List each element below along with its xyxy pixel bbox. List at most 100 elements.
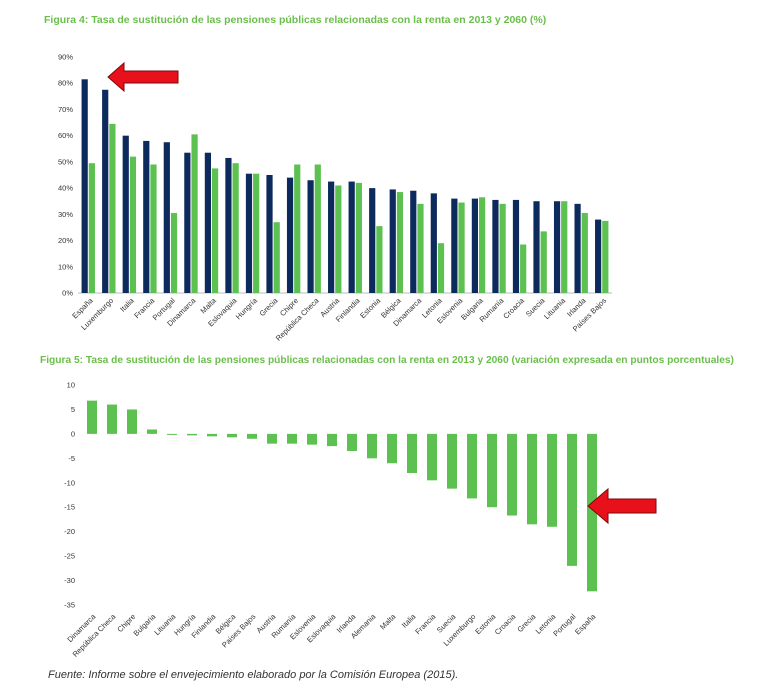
y-tick-label: 5 [71,405,75,414]
bar-2013-belgica [389,189,396,293]
bar-2060-dinamarca [417,203,424,293]
source-note: Fuente: Informe sobre el envejecimiento … [48,669,459,681]
bar-change-suecia [447,433,457,489]
y-tick-label: 20% [58,236,73,245]
x-tick-label: Bulgaria [132,611,158,637]
bar-2013-letonia [430,193,437,293]
bar-2060-portugal [170,213,178,293]
figure-5-title: Figura 5: Tasa de sustitución de las pen… [40,355,734,366]
figure-4-title: Figura 4: Tasa de sustitución de las pen… [44,14,547,26]
x-tick-label: Portugal [551,612,577,638]
bar-change-rumania [287,433,297,444]
y-tick-label: -20 [64,527,75,536]
bar-2060-estonia [376,226,383,293]
bar-2060-eslovaquia [232,163,239,293]
bar-2013-grecia [266,175,273,293]
y-tick-label: 10% [58,262,73,271]
bar-2013-eslovaquia [225,157,232,293]
bar-2013-eslovenia [451,198,458,293]
y-tick-label: 10 [67,381,75,390]
bar-2060-rumania [499,203,506,293]
bar-2013-hungria [245,173,253,293]
bar-2060-malta [212,168,219,293]
bar-2060-austria [335,185,342,293]
bar-2060-chipre [294,164,301,293]
y-tick-label: -35 [64,601,75,610]
bar-2060-irlanda [581,213,588,293]
bar-2013-croacia [512,199,520,293]
bar-2013-rumania [492,199,499,293]
y-tick-label: 70% [58,105,73,114]
bar-change-irlanda [347,433,357,451]
bar-2060-eslovenia [458,202,465,293]
bar-2013-lituania [553,201,561,293]
x-tick-label: España [573,611,598,636]
red-arrow-annotation [587,487,657,525]
y-tick-label: -25 [64,552,75,561]
y-tick-label: -10 [64,478,75,487]
y-tick-label: 50% [58,157,73,166]
bar-2013-luxemburgo [102,89,109,294]
bar-2060-italia [129,156,137,293]
bar-2013-austria [328,181,335,293]
bar-change-chipre [127,409,137,434]
bar-change-lituania [167,433,177,435]
bar-change-paises-bajos [247,433,257,439]
bar-2013-italia [122,135,129,293]
bar-2013-suecia [533,201,540,293]
bar-2013-dinamarca [410,190,417,293]
bar-2013-republica-checa [307,180,314,293]
bar-change-austria [267,433,277,444]
y-tick-label: 30% [58,210,73,219]
bar-2013-dinamarca [184,152,191,293]
bar-2013-estonia [369,188,376,293]
y-tick-label: -5 [68,454,75,463]
bar-2060-luxemburgo [109,123,116,293]
y-tick-label: 60% [58,131,73,140]
bar-change-grecia [527,433,537,525]
bar-change-croacia [507,433,517,516]
bar-2013-portugal [163,142,170,293]
y-tick-label: 40% [58,184,73,193]
bar-2060-lituania [561,201,568,293]
bar-2060-croacia [520,244,527,293]
chart-replacement-rate: 0%10%20%30%40%50%60%70%80%90%EspañaLuxem… [58,53,612,343]
bar-change-eslovenia [307,433,317,445]
y-tick-label: 0% [62,289,73,298]
bar-change-espana [587,433,597,592]
bar-2060-dinamarca [191,134,198,293]
bar-change-malta [387,433,397,464]
bar-change-belgica [227,433,237,438]
y-tick-label: -15 [64,503,75,512]
bar-change-republica-checa [107,404,117,434]
x-tick-label: Francia [413,611,438,636]
bar-change-letonia [547,433,557,527]
bar-2013-paises-bajos [595,219,602,293]
bar-2060-republica-checa [314,164,321,293]
bar-2060-letonia [437,243,445,293]
bar-change-finlandia [207,433,217,437]
bar-2060-francia [150,164,157,293]
bar-2013-bulgaria [471,198,478,293]
y-tick-label: 90% [58,53,73,62]
bar-2060-hungria [253,173,260,293]
bar-change-hungria [187,433,197,436]
bar-2060-finlandia [355,182,362,293]
bar-2013-irlanda [574,203,581,293]
bar-change-dinamarca [87,400,97,434]
y-tick-label: -30 [64,576,75,585]
bar-2060-suecia [540,231,547,293]
x-tick-label: Malta [378,611,398,631]
bar-2013-malta [204,152,211,293]
bar-change-portugal [567,433,577,566]
bar-2060-bulgaria [479,197,486,293]
bar-2013-francia [143,140,150,293]
bar-change-alemania [367,433,377,459]
bar-2060-grecia [273,222,280,293]
bar-2013-finlandia [348,181,355,293]
bar-change-francia [427,433,437,481]
bar-2060-belgica [396,192,404,293]
bar-change-italia [407,433,417,473]
y-tick-label: 80% [58,79,73,88]
